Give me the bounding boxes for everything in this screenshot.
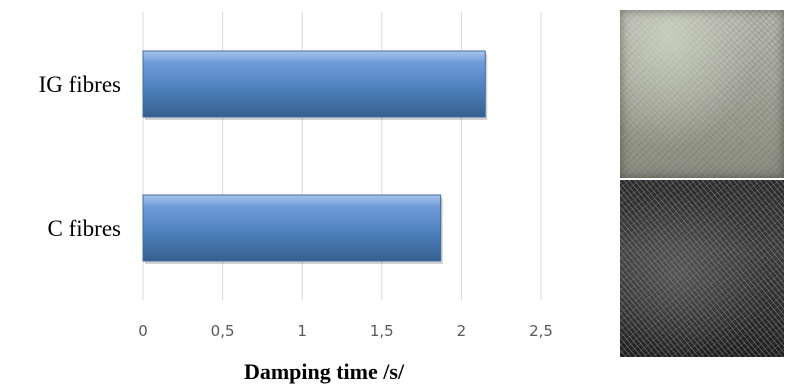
- ig-fibre-sample-photo: [620, 10, 784, 178]
- x-tick-labels: 0 0,5 1 1,5 2 2,5: [138, 322, 553, 340]
- x-tick-label: 1: [297, 322, 307, 340]
- category-label: C fibres: [48, 216, 122, 241]
- category-labels: IG fibres C fibres: [39, 72, 121, 241]
- c-fibre-sample-photo: [620, 180, 784, 357]
- x-tick-label: 1,5: [370, 322, 394, 340]
- bar-ig-fibres: [142, 50, 486, 118]
- bar-chart: IG fibres C fibres 0 0,5 1 1,5 2 2,5 Damping t…: [39, 12, 553, 384]
- x-tick-label: 2,5: [529, 322, 553, 340]
- bars: [142, 50, 488, 264]
- x-axis-title: Damping time /s/: [244, 359, 405, 384]
- category-label: IG fibres: [39, 72, 121, 97]
- x-tick-label: 2: [457, 322, 467, 340]
- x-tick-label: 0: [138, 322, 148, 340]
- bar-c-fibres: [142, 194, 442, 262]
- x-tick-label: 0,5: [211, 322, 235, 340]
